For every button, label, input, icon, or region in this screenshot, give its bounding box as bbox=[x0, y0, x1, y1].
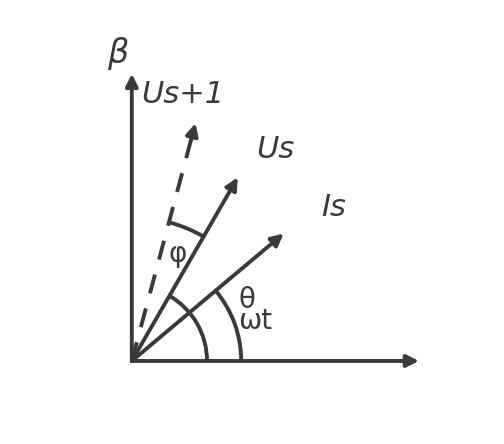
Text: ωt: ωt bbox=[238, 307, 273, 335]
Text: Us+1: Us+1 bbox=[142, 80, 225, 109]
Text: Us: Us bbox=[256, 135, 294, 163]
Text: Is: Is bbox=[321, 193, 346, 222]
Text: θ: θ bbox=[238, 286, 255, 314]
Text: φ: φ bbox=[168, 240, 186, 268]
Text: β: β bbox=[107, 37, 129, 71]
